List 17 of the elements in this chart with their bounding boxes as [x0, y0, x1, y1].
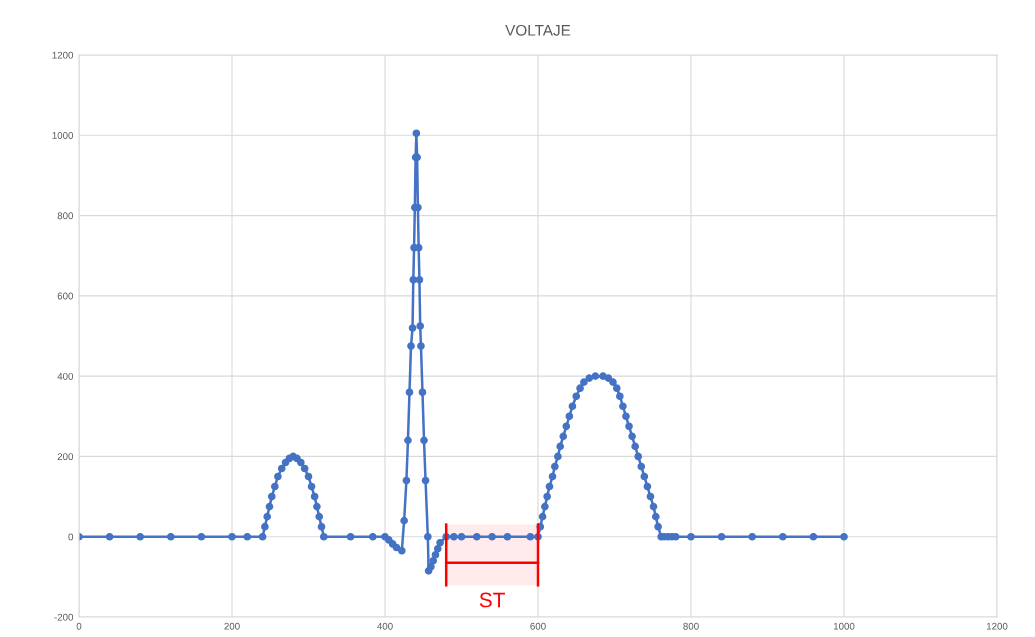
band-label: ST — [479, 592, 505, 608]
y-tick-label: 800 — [57, 212, 74, 220]
y-tick-label: 400 — [57, 372, 74, 380]
x-tick-label: 600 — [530, 622, 546, 630]
y-tick-label: 200 — [57, 453, 74, 461]
y-tick-label: 600 — [57, 292, 74, 300]
y-tick-label: 0 — [68, 533, 74, 541]
x-tick-label: 400 — [377, 622, 393, 630]
y-tick-label: 1200 — [52, 51, 74, 59]
chart-title: VOLTAJE — [505, 24, 571, 36]
x-tick-label: 200 — [224, 622, 240, 630]
y-tick-label: 1000 — [52, 132, 74, 139]
x-tick-label: 1000 — [833, 622, 855, 630]
x-tick-label: 0 — [76, 622, 82, 630]
x-tick-label: 800 — [683, 622, 699, 630]
y-tick-label: -200 — [54, 613, 74, 621]
x-tick-label: 1200 — [986, 622, 1008, 630]
